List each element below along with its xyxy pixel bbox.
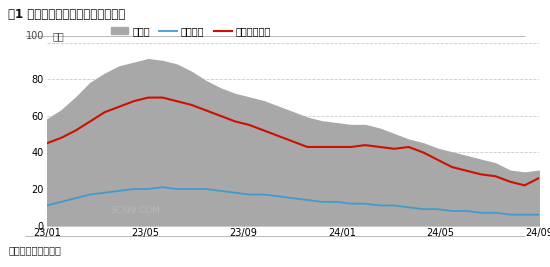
Text: 数据来源：卓创资讯: 数据来源：卓创资讯	[8, 246, 61, 256]
Text: 100: 100	[26, 32, 44, 41]
Legend: 总库存, 区内库存, 一般贸易库存: 总库存, 区内库存, 一般贸易库存	[111, 26, 271, 36]
Text: 图1 青岛地区天然橡胶库存变化一览: 图1 青岛地区天然橡胶库存变化一览	[8, 8, 125, 21]
Text: 万吨: 万吨	[52, 32, 64, 41]
Text: SCI99.COM: SCI99.COM	[111, 206, 161, 215]
